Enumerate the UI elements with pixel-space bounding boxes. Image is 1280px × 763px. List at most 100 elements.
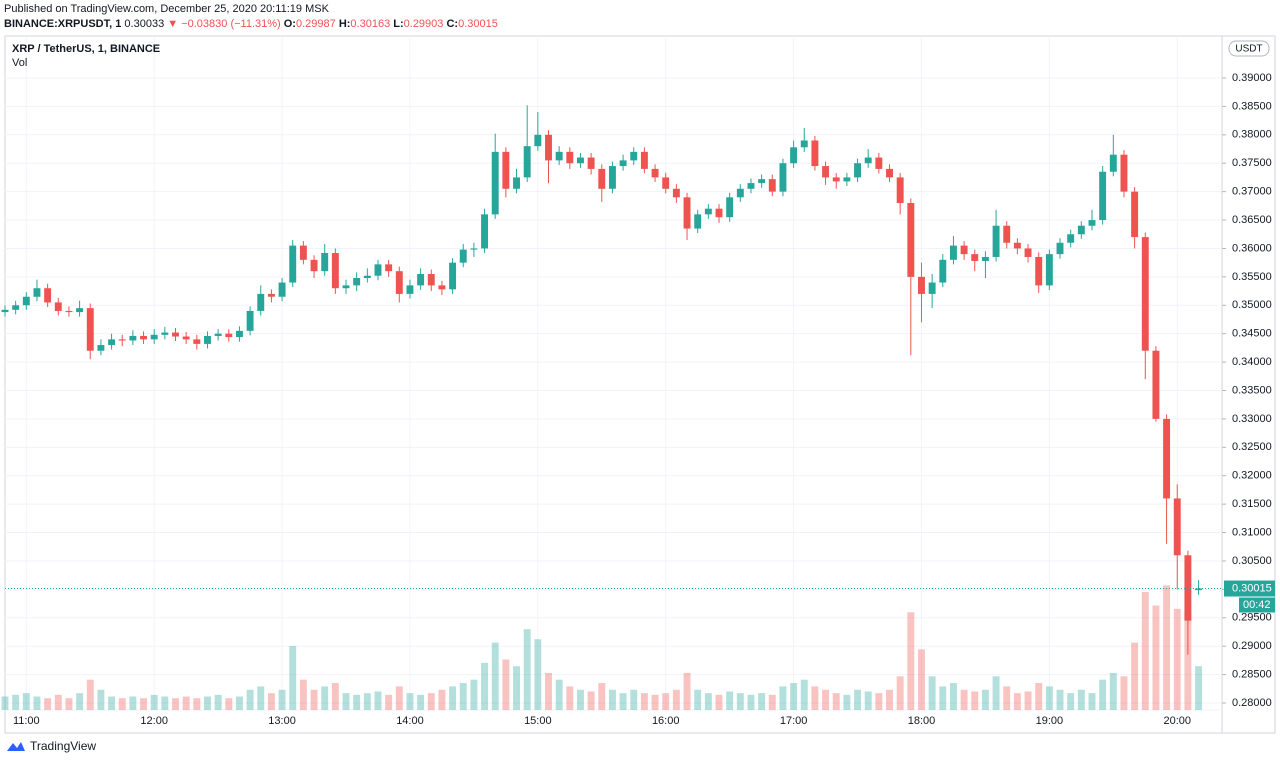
volume-bar — [449, 686, 457, 710]
volume-bar — [502, 659, 510, 710]
volume-bar — [225, 698, 233, 710]
candle-body — [918, 276, 925, 294]
volume-bar — [939, 686, 947, 710]
legend-vol: Vol — [12, 57, 27, 69]
candle-body — [1045, 254, 1053, 286]
y-tick-label: 0.33500 — [1232, 384, 1272, 396]
volume-bar — [843, 694, 851, 710]
volume-bar — [214, 694, 222, 710]
candle-body — [683, 197, 691, 229]
candle-body — [1024, 248, 1032, 257]
volume-bar — [1099, 679, 1107, 710]
volume-bar — [54, 694, 62, 710]
x-tick-label: 14:00 — [396, 715, 424, 727]
candle-body — [566, 151, 574, 164]
volume-bar — [1, 696, 9, 710]
volume-bar — [811, 686, 819, 710]
candle-body — [1013, 242, 1021, 249]
volume-bar — [140, 698, 148, 710]
volume-bar — [385, 694, 393, 710]
candle-body — [523, 146, 531, 178]
y-tick-label: 0.34000 — [1232, 356, 1272, 368]
candle-body — [470, 248, 478, 250]
volume-bar — [321, 686, 329, 710]
candle-body — [1163, 418, 1171, 499]
volume-bar — [640, 693, 648, 710]
candle-body — [182, 336, 190, 340]
low: 0.29903 — [403, 18, 444, 30]
candle-body — [800, 140, 808, 148]
volume-bar — [768, 694, 776, 710]
volume-bar — [513, 666, 520, 710]
volume-bar — [1195, 666, 1203, 710]
candle-body — [971, 254, 979, 261]
candle-body — [129, 335, 137, 341]
candle-body — [1141, 237, 1149, 351]
candle-body — [577, 157, 584, 164]
candle-body — [875, 157, 883, 169]
volume-bar — [406, 693, 414, 710]
volume-bar — [672, 689, 680, 710]
y-tick-label: 0.39000 — [1232, 72, 1272, 84]
candle-body — [864, 157, 872, 164]
candle-body — [981, 256, 989, 261]
volume-bar — [342, 693, 350, 710]
volume-bar — [353, 694, 361, 710]
header: Published on TradingView.com, December 2… — [4, 2, 498, 32]
candle-body — [289, 245, 297, 283]
candle-body — [374, 264, 382, 276]
candle-body — [1035, 256, 1043, 286]
last-price: 0.30015 — [1232, 582, 1272, 594]
candle-body — [715, 208, 723, 218]
published: Published on TradingView.com, December 2… — [4, 3, 329, 15]
y-tick-label: 0.36000 — [1232, 242, 1272, 254]
candle-body — [438, 285, 446, 290]
candle-body — [886, 168, 893, 178]
volume-bar — [172, 698, 179, 710]
candle-body — [694, 214, 702, 229]
volume-bar — [1163, 585, 1171, 710]
candle-body — [832, 177, 840, 182]
y-tick-label: 0.35000 — [1232, 299, 1272, 311]
candle-body — [214, 333, 222, 336]
volume-bar — [918, 649, 925, 710]
volume-bar — [800, 679, 808, 710]
x-tick-label: 19:00 — [1036, 715, 1064, 727]
candle-body — [1109, 154, 1117, 172]
volume-bar — [1024, 691, 1032, 710]
volume-bar — [587, 691, 595, 710]
candle-body — [1077, 225, 1085, 235]
candle-body — [385, 264, 393, 272]
candle-body — [172, 332, 179, 337]
volume-bar — [598, 683, 606, 710]
candle-body — [76, 308, 84, 313]
candle-body — [608, 166, 616, 189]
volume-bar — [534, 639, 542, 710]
candle-body — [1099, 171, 1107, 221]
volume-bar — [22, 693, 30, 710]
l-label: L: — [393, 18, 404, 30]
y-tick-label: 0.38000 — [1232, 129, 1272, 141]
logo — [7, 742, 25, 751]
candle-body — [86, 308, 94, 351]
high: 0.30163 — [350, 18, 391, 30]
currency-button[interactable] — [1228, 40, 1270, 57]
volume-bar — [896, 676, 904, 710]
volume-bar — [704, 693, 712, 710]
candle-body — [843, 177, 851, 182]
candle-body — [65, 310, 73, 313]
candle-body — [310, 259, 318, 272]
volume-bar — [545, 672, 552, 710]
candle-body — [97, 345, 105, 351]
candle-body — [161, 332, 169, 335]
currency[interactable]: USDT — [1235, 44, 1262, 55]
volume-bar — [1131, 642, 1139, 710]
volume-bar — [651, 694, 659, 710]
x-tick-label: 13:00 — [268, 715, 296, 727]
volume-bar — [566, 686, 574, 710]
x-tick-label: 15:00 — [524, 715, 552, 727]
volume-bar — [619, 693, 627, 710]
candle-body — [768, 179, 776, 192]
volume-bar — [1013, 693, 1021, 710]
x-tick-label: 16:00 — [652, 715, 680, 727]
